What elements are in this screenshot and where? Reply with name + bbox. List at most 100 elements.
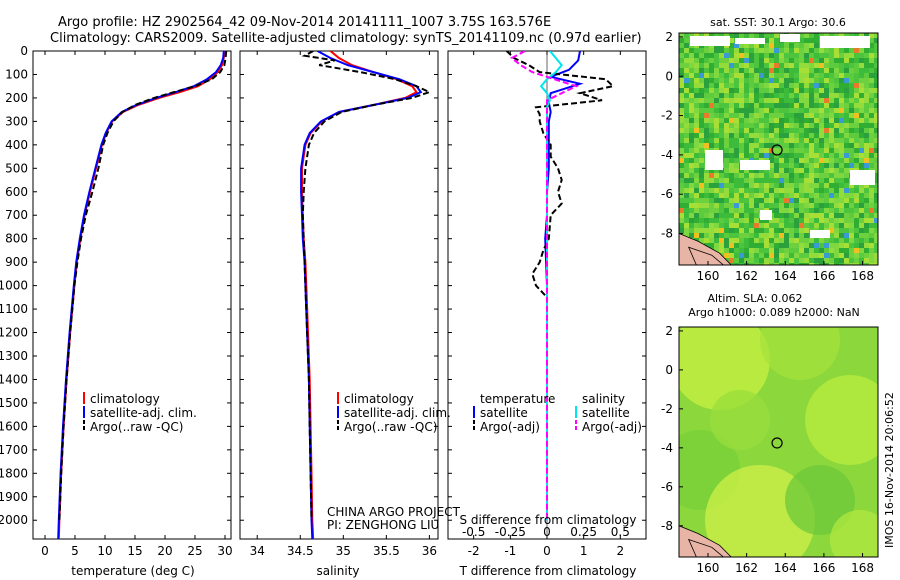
sst-cell	[764, 33, 769, 38]
sst-cell	[734, 173, 739, 178]
sst-cell	[709, 233, 714, 238]
sst-cell	[804, 163, 809, 168]
sst-cell	[849, 63, 854, 68]
sst-cell	[774, 183, 779, 188]
sst-cell	[729, 253, 734, 258]
sst-cell	[789, 108, 794, 113]
sst-cell	[799, 118, 804, 123]
sst-cell	[829, 113, 834, 118]
sst-cell	[699, 78, 704, 83]
sst-cell	[809, 78, 814, 83]
map-y-tick-label: -6	[661, 480, 673, 494]
sst-cell	[724, 138, 729, 143]
sst-cell	[744, 113, 749, 118]
sst-cell	[739, 228, 744, 233]
sst-cell	[804, 93, 809, 98]
sst-cell	[844, 93, 849, 98]
sst-cell	[784, 163, 789, 168]
sst-cell	[684, 48, 689, 53]
sst-cell	[854, 78, 859, 83]
x-tick-label: 35.5	[373, 544, 400, 558]
sst-cell	[869, 83, 874, 88]
sst-cell	[759, 253, 764, 258]
sst-cell	[854, 208, 859, 213]
y-tick-label: 1700	[0, 443, 28, 457]
sst-cell	[779, 258, 784, 263]
sst-cell	[754, 63, 759, 68]
sst-cell	[869, 58, 874, 63]
sst-cell	[849, 248, 854, 253]
sst-cell	[749, 248, 754, 253]
sst-cell	[719, 198, 724, 203]
sst-cell	[814, 133, 819, 138]
sst-cell	[759, 238, 764, 243]
sst-cell	[719, 68, 724, 73]
sst-cell	[734, 213, 739, 218]
sst-map-title: sat. SST: 30.1 Argo: 30.6	[710, 16, 846, 29]
sst-cell	[769, 218, 774, 223]
sst-cell	[709, 193, 714, 198]
sst-cell	[849, 48, 854, 53]
sst-cell	[849, 208, 854, 213]
sst-cell	[749, 68, 754, 73]
sst-cell	[759, 98, 764, 103]
sst-cell	[764, 113, 769, 118]
sst-cell	[804, 128, 809, 133]
sst-cell	[769, 248, 774, 253]
sst-cell	[839, 158, 844, 163]
sst-cell	[849, 73, 854, 78]
map-x-tick-label: 162	[735, 561, 758, 575]
sst-cell	[719, 173, 724, 178]
sst-cell	[684, 133, 689, 138]
sst-cell	[714, 108, 719, 113]
sst-cell	[794, 63, 799, 68]
sst-cell	[859, 113, 864, 118]
sst-cell	[729, 83, 734, 88]
sst-cell	[679, 53, 684, 58]
sst-cell	[804, 238, 809, 243]
sst-cell	[679, 78, 684, 83]
sst-cell	[729, 188, 734, 193]
map-y-tick-label: 2	[665, 30, 673, 44]
sst-cell	[769, 223, 774, 228]
project-annotation: CHINA ARGO PROJECT	[327, 505, 461, 519]
sst-cell	[839, 248, 844, 253]
legend-label-climatology: climatology	[344, 392, 414, 406]
sst-cell	[854, 238, 859, 243]
sst-cell	[774, 228, 779, 233]
sst-cell	[714, 138, 719, 143]
sst-cell	[804, 38, 809, 43]
sst-cell	[684, 68, 689, 73]
sst-cell	[744, 138, 749, 143]
sst-cell	[794, 218, 799, 223]
sst-cell	[679, 208, 684, 213]
sst-cell	[789, 123, 794, 128]
sst-cell	[764, 58, 769, 63]
sst-cell	[779, 83, 784, 88]
sst-cell	[754, 48, 759, 53]
sst-cell	[754, 253, 759, 258]
sst-cell	[834, 158, 839, 163]
sst-cell	[704, 138, 709, 143]
sst-cell	[734, 233, 739, 238]
sst-cell	[689, 48, 694, 53]
sst-cell	[719, 188, 724, 193]
sst-cell	[849, 158, 854, 163]
sst-cell	[709, 83, 714, 88]
sst-cell	[759, 73, 764, 78]
sst-cell	[714, 133, 719, 138]
sst-cell	[804, 143, 809, 148]
sst-cell	[799, 183, 804, 188]
sst-cell	[849, 198, 854, 203]
sst-cell	[819, 118, 824, 123]
sst-cell	[699, 183, 704, 188]
sst-cell	[689, 193, 694, 198]
sst-cell	[769, 188, 774, 193]
sst-cell	[724, 163, 729, 168]
sst-cell	[679, 153, 684, 158]
sst-cell	[814, 83, 819, 88]
sst-cell	[784, 138, 789, 143]
sst-cell	[804, 138, 809, 143]
sst-cell	[754, 33, 759, 38]
sst-cell	[724, 108, 729, 113]
